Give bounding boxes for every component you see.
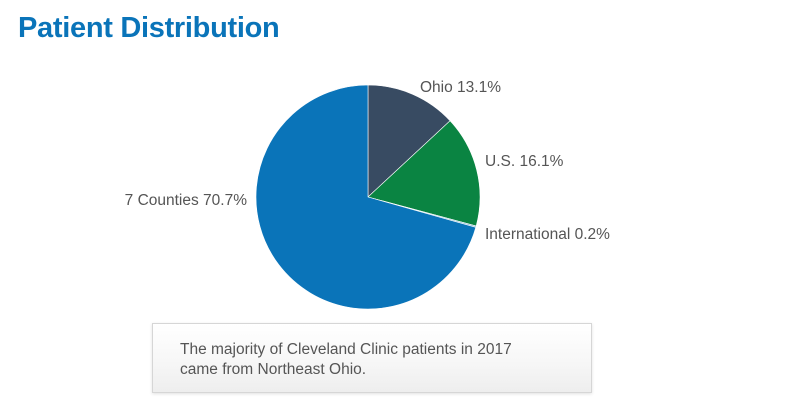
page-title: Patient Distribution — [18, 12, 280, 44]
caption-line-2: came from Northeast Ohio. — [180, 361, 367, 378]
pie-slice-u-s — [367, 120, 481, 227]
pie-labels: Ohio 13.1% U.S. 16.1% International 0.2% 7 … — [125, 79, 611, 243]
pie-slice-7-counties — [255, 84, 477, 310]
pie-label-u-s: U.S. 16.1% — [485, 153, 564, 170]
pie-chart: Ohio 13.1% U.S. 16.1% International 0.2% 7 … — [125, 79, 611, 310]
pie-label-international: International 0.2% — [485, 226, 610, 243]
pie-label-7-counties: 7 Counties 70.7% — [125, 192, 248, 209]
pie-slices — [255, 84, 481, 310]
pie-label-ohio: Ohio 13.1% — [420, 79, 501, 96]
caption-line-1: The majority of Cleveland Clinic patient… — [180, 341, 512, 358]
pie-slice-ohio — [367, 84, 451, 198]
caption-box: The majority of Cleveland Clinic patient… — [152, 323, 592, 393]
